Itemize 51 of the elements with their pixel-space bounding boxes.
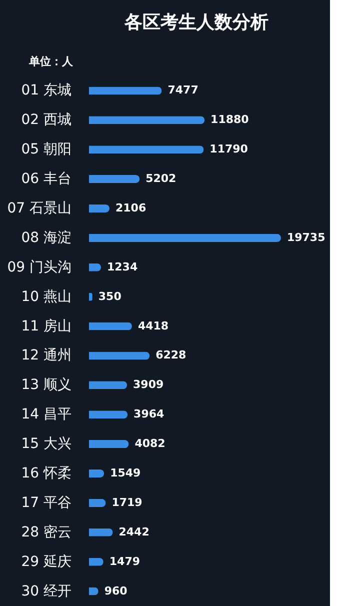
y-tick-label: 12 通州 (21, 348, 72, 364)
bar (89, 498, 106, 507)
y-tick-label: 15 大兴 (21, 436, 72, 452)
data-label: 1719 (112, 496, 142, 509)
y-tick-label: 08 海淀 (21, 230, 72, 246)
data-label: 19735 (286, 230, 326, 244)
y-tick-label: 11 房山 (21, 318, 72, 334)
data-label: 3909 (133, 378, 164, 392)
bar (89, 440, 129, 448)
text: 单位：人 (28, 55, 74, 68)
y-tick-label: 16 怀柔 (21, 466, 72, 482)
y-tick-label: 17 平谷 (21, 494, 72, 511)
data-label: 1234 (107, 260, 138, 274)
data-label: 2106 (115, 202, 146, 214)
data-label: 4082 (134, 437, 166, 450)
y-tick-label: 13 顺义 (21, 377, 72, 394)
bar (89, 204, 110, 212)
y-tick-label: 30 经开 (21, 583, 72, 600)
y-tick-label: 28 密云 (21, 524, 72, 540)
y-tick-label: 05 朝阳 (21, 142, 72, 158)
data-label: 3964 (134, 408, 165, 421)
y-tick-label: 02 西城 (21, 112, 72, 128)
data-label: 2442 (118, 525, 150, 538)
bar (89, 175, 140, 184)
bar (89, 86, 162, 95)
data-label: 11790 (210, 142, 248, 156)
bar (89, 470, 104, 478)
y-tick-label: 06 丰台 (21, 171, 72, 188)
y-tick-label: 14 昌平 (21, 406, 72, 423)
bar (89, 234, 281, 242)
y-tick-label: 09 门头沟 (7, 259, 72, 276)
data-label: 1549 (110, 466, 141, 480)
bar (89, 352, 150, 360)
data-label: 960 (104, 584, 128, 598)
data-label: 6228 (156, 348, 186, 362)
bar (89, 410, 128, 419)
data-label: 1479 (109, 554, 140, 568)
data-label: 11880 (210, 113, 250, 126)
data-label: 7477 (168, 84, 198, 97)
y-tick-label: 01 东城 (21, 82, 72, 99)
bar (89, 146, 204, 154)
bar (89, 322, 132, 330)
chart-title: 各区考生人数分析 (124, 12, 268, 33)
y-tick-label: 29 延庆 (21, 554, 72, 570)
data-label: 350 (98, 290, 122, 303)
data-label: 5202 (146, 172, 176, 186)
bar (89, 381, 128, 390)
bar (89, 116, 205, 124)
y-tick-label: 07 石景山 (7, 200, 72, 216)
data-label: 4418 (138, 319, 169, 332)
y-tick-label: 10 燕山 (21, 288, 72, 305)
